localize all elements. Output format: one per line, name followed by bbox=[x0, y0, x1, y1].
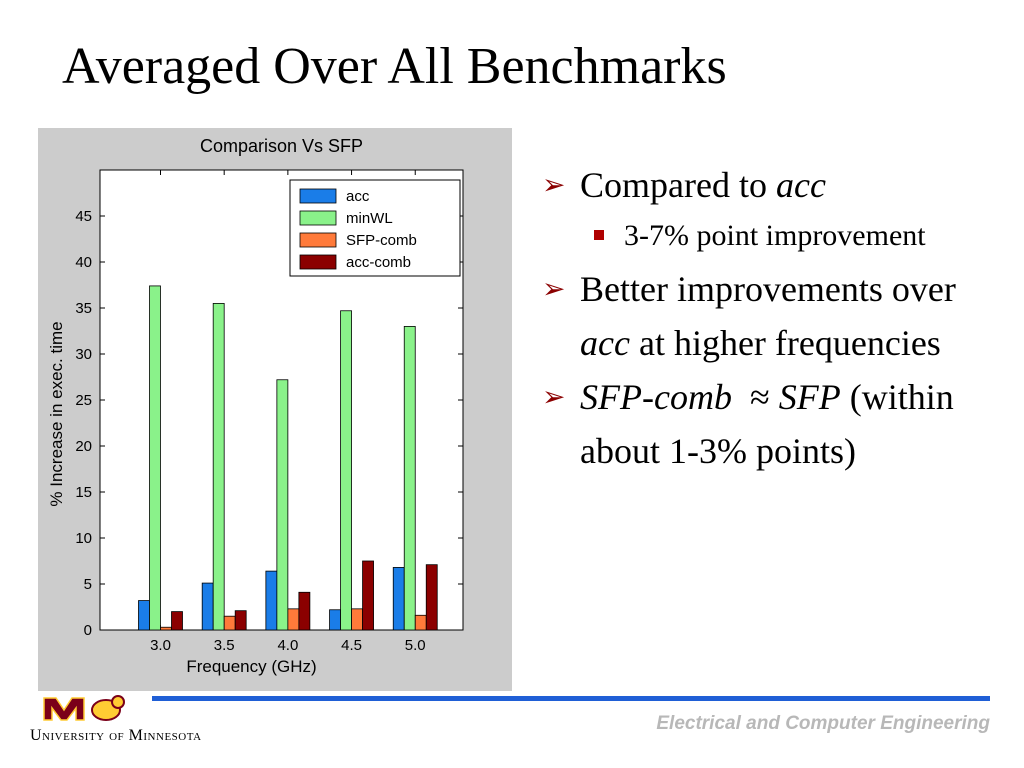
legend-swatch bbox=[299, 232, 337, 248]
bar-minWL bbox=[403, 325, 416, 631]
bullet-text: 3-7% point improvement bbox=[624, 219, 926, 252]
bar-acc bbox=[392, 567, 405, 631]
bar-SFP-comb bbox=[223, 615, 236, 631]
x-tick-label: 3.0 bbox=[150, 637, 171, 654]
y-tick-label: 25 bbox=[75, 392, 92, 409]
footer-line bbox=[152, 696, 990, 701]
y-tick-label: 35 bbox=[75, 300, 92, 317]
y-axis-label: % Increase in exec. time bbox=[47, 321, 66, 506]
legend-label: acc-comb bbox=[346, 254, 411, 271]
bar-acc bbox=[138, 600, 150, 631]
bullet-text: Compared to bbox=[580, 165, 776, 205]
x-axis-label: Frequency (GHz) bbox=[186, 657, 316, 676]
chart-panel: Comparison Vs SFP 0 5 10 15 20 25 30 35 40 45 % Inc… bbox=[38, 128, 512, 691]
x-tick-label: 4.5 bbox=[341, 637, 362, 654]
legend-label: minWL bbox=[346, 210, 393, 227]
legend-label: acc bbox=[346, 188, 370, 205]
sub-bullet-item: 3-7% point improvement bbox=[542, 218, 1012, 254]
chart-title: Comparison Vs SFP bbox=[200, 136, 363, 156]
bar-acc bbox=[265, 570, 278, 631]
bullet-text: at higher frequencies bbox=[629, 323, 941, 363]
legend-label: SFP-comb bbox=[346, 232, 417, 249]
y-tick-label: 0 bbox=[84, 622, 92, 639]
bullet-text: acc bbox=[775, 165, 826, 205]
department-name: Electrical and Computer Engineering bbox=[656, 713, 990, 734]
arrow-bullet-icon: ➢ bbox=[542, 272, 566, 305]
y-tick-label: 15 bbox=[75, 484, 92, 501]
y-tick-label: 10 bbox=[75, 530, 92, 547]
bullet-text: SFP bbox=[778, 377, 841, 417]
y-tick-label: 30 bbox=[75, 346, 92, 363]
bar-SFP-comb bbox=[287, 608, 300, 631]
bar-minWL bbox=[149, 285, 161, 631]
bar-acc-comb bbox=[298, 591, 311, 631]
bar-acc-comb bbox=[362, 560, 374, 631]
bar-minWL bbox=[276, 379, 289, 631]
bar-SFP-comb bbox=[351, 608, 363, 631]
bullet-item: ➢ Better improvements over acc at higher … bbox=[542, 262, 1012, 370]
bar-acc bbox=[329, 609, 341, 631]
bullet-item: ➢ SFP-comb ≈ SFP (within about 1-3% point… bbox=[542, 370, 1012, 478]
bar-SFP-comb bbox=[414, 614, 427, 631]
bullet-text: acc bbox=[580, 323, 630, 363]
y-tick-label: 45 bbox=[75, 208, 92, 225]
university-name: University of Minnesota bbox=[30, 727, 202, 744]
x-tick-label: 3.5 bbox=[214, 637, 235, 654]
bar-acc-comb bbox=[425, 564, 438, 631]
y-tick-label: 40 bbox=[75, 254, 92, 271]
y-tick-label: 20 bbox=[75, 438, 92, 455]
legend-swatch bbox=[299, 188, 337, 204]
bullet-list: ➢ Compared to acc 3-7% point improvement ➢ B… bbox=[542, 158, 1012, 478]
x-tick-label: 5.0 bbox=[405, 637, 426, 654]
legend-swatch bbox=[299, 210, 337, 226]
bar-acc bbox=[201, 582, 214, 631]
x-tick-label: 4.0 bbox=[277, 637, 298, 654]
bar-SFP-comb bbox=[160, 626, 172, 631]
legend-swatch bbox=[299, 254, 337, 270]
bar-chart: Comparison Vs SFP 0 5 10 15 20 25 30 35 40 45 % Inc… bbox=[47, 136, 464, 676]
bullet-text: (within about 1-3% points) bbox=[580, 377, 963, 471]
bullet-text: SFP-comb bbox=[580, 377, 732, 417]
y-tick-label: 5 bbox=[84, 576, 92, 593]
bullet-text: ≈ bbox=[731, 377, 779, 417]
bar-acc-comb bbox=[171, 611, 183, 631]
university-logo bbox=[43, 695, 125, 721]
slide-title: Averaged Over All Benchmarks bbox=[62, 38, 727, 95]
bullet-text: Better improvements over bbox=[580, 269, 965, 309]
square-bullet-icon bbox=[594, 230, 604, 240]
bar-minWL bbox=[340, 310, 352, 631]
bar-acc-comb bbox=[234, 610, 247, 631]
bullet-item: ➢ Compared to acc bbox=[542, 158, 1012, 212]
bar-minWL bbox=[212, 302, 225, 631]
arrow-bullet-icon: ➢ bbox=[542, 380, 566, 413]
arrow-bullet-icon: ➢ bbox=[542, 168, 566, 201]
